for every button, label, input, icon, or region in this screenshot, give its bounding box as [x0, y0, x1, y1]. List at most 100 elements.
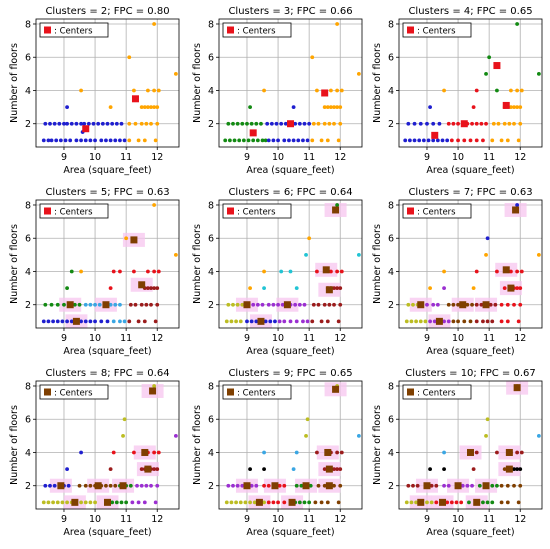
data-point [65, 286, 69, 291]
data-point [127, 138, 132, 143]
legend-box [402, 384, 472, 400]
cluster-center-marker [454, 482, 462, 490]
cluster-center-marker [321, 89, 329, 97]
data-point [262, 450, 266, 455]
data-point [118, 319, 122, 324]
data-point [415, 483, 420, 488]
data-point [262, 483, 266, 488]
data-point [146, 286, 150, 291]
data-point [108, 467, 113, 472]
data-point [46, 500, 51, 505]
data-point [294, 483, 299, 488]
data-point [65, 121, 69, 126]
data-point [434, 483, 439, 488]
legend-box [402, 203, 472, 219]
data-point [104, 138, 108, 143]
data-point [509, 105, 513, 110]
data-point [479, 121, 484, 126]
data-point [262, 269, 266, 274]
data-point [77, 302, 82, 307]
data-point [254, 319, 259, 324]
panel-1: Clusters = 2; FPC = 0.80 9 10 11 12 2 4 6 8: Cen… [9, 6, 180, 176]
data-point [322, 105, 327, 110]
data-point [83, 483, 88, 488]
data-point [149, 286, 153, 291]
data-point [404, 500, 409, 505]
data-point [294, 450, 299, 455]
data-point [338, 121, 343, 126]
cluster-center-marker [513, 384, 521, 392]
data-point [108, 105, 113, 110]
chart-title: Clusters = 5; FPC = 0.63 [45, 187, 169, 198]
cluster-center-marker [71, 498, 79, 506]
data-point [291, 467, 296, 472]
x-tick-label: 11 [483, 333, 495, 344]
data-point [505, 319, 510, 324]
legend-box [222, 203, 292, 219]
y-axis-label: Number of floors [372, 405, 383, 485]
data-point [446, 121, 451, 126]
data-point [118, 269, 122, 274]
data-point [493, 302, 498, 307]
cluster-center-marker [249, 129, 257, 137]
data-point [407, 138, 412, 143]
x-axis-label: Area (square_feet) [426, 346, 514, 357]
legend-marker [44, 207, 51, 215]
data-point [149, 483, 153, 488]
data-point [310, 319, 315, 324]
data-point [307, 500, 312, 505]
data-point [442, 286, 446, 291]
x-axis-label: Area (square_feet) [426, 527, 514, 538]
data-point [152, 286, 157, 291]
data-point [142, 319, 147, 324]
cluster-center-marker [502, 101, 510, 109]
legend: : Centers [402, 384, 472, 400]
x-axis-label: Area (square_feet) [63, 346, 151, 357]
data-point [406, 483, 411, 488]
data-point [474, 319, 479, 324]
data-point [515, 286, 520, 291]
data-point [499, 483, 504, 488]
cluster-center-marker [325, 286, 333, 294]
data-point [515, 450, 520, 455]
data-point [465, 302, 470, 307]
data-point [62, 121, 66, 126]
data-point [322, 121, 327, 126]
data-point [65, 319, 69, 324]
legend-box [39, 384, 109, 400]
data-point [104, 483, 108, 488]
data-point [142, 105, 147, 110]
data-point [229, 319, 234, 324]
y-axis-label: Number of floors [192, 224, 203, 304]
data-point [474, 450, 479, 455]
y-tick-label: 6 [388, 53, 394, 64]
data-point [299, 483, 304, 488]
x-tick-label: 10 [89, 514, 101, 525]
x-tick-label: 10 [272, 152, 284, 163]
data-point [155, 121, 160, 126]
data-point [231, 483, 235, 488]
data-point [52, 121, 57, 126]
data-point [417, 138, 422, 143]
data-point [55, 500, 60, 505]
data-point [426, 138, 431, 143]
cluster-center-marker [138, 281, 146, 289]
plot-frame [218, 199, 363, 329]
data-point [516, 319, 521, 324]
legend: : Centers [222, 203, 292, 219]
data-point [431, 302, 436, 307]
data-point [79, 500, 83, 505]
cluster-center-marker [467, 448, 474, 456]
data-point [276, 302, 280, 307]
data-point [255, 302, 260, 307]
data-point [446, 302, 451, 307]
data-point [83, 500, 88, 505]
data-point [411, 483, 415, 488]
data-point [113, 138, 118, 143]
data-point [252, 500, 257, 505]
data-point [277, 319, 282, 324]
data-point [338, 467, 343, 472]
data-point [271, 302, 276, 307]
cluster-center-marker [325, 465, 333, 473]
data-point [302, 302, 307, 307]
